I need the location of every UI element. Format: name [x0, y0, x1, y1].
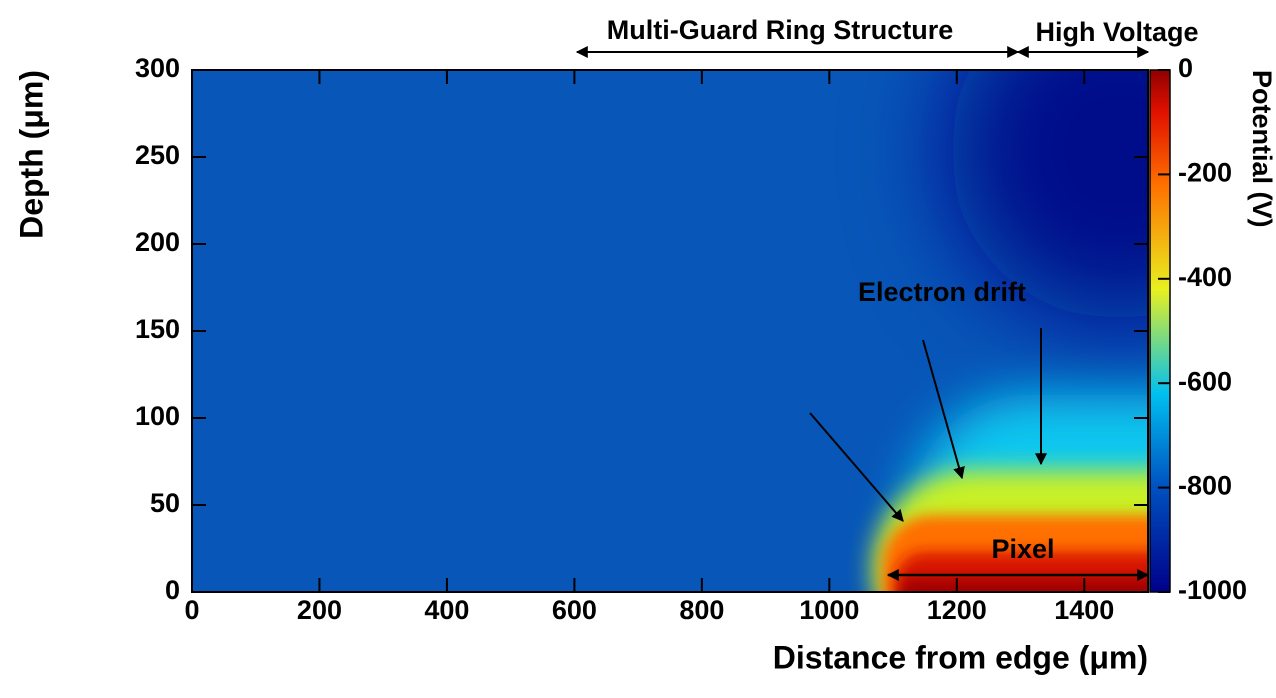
- annotation: Pixel: [991, 534, 1054, 564]
- colorbar-label: Potential (V): [1247, 70, 1276, 228]
- colorbar-tick-label: -800: [1178, 471, 1232, 501]
- x-axis-label: Distance from edge (μm): [773, 639, 1148, 675]
- y-tick-label: 50: [150, 488, 180, 518]
- colorbar-tick-label: -200: [1178, 158, 1232, 188]
- drift-arrow: [922, 339, 965, 480]
- colorbar-tick-label: -600: [1178, 366, 1232, 396]
- y-tick-label: 100: [135, 401, 180, 431]
- x-tick-label: 800: [679, 595, 724, 625]
- x-tick-label: 1200: [927, 595, 987, 625]
- y-axis-label: Depth (μm): [13, 70, 49, 239]
- colorbar-tick-label: 0: [1178, 53, 1193, 83]
- y-tick-label: 0: [165, 575, 180, 605]
- colorbar-tick-label: -400: [1178, 262, 1232, 292]
- annotation: Electron drift: [858, 277, 1026, 307]
- x-tick-label: 0: [184, 595, 199, 625]
- y-tick-label: 300: [135, 53, 180, 83]
- annotation: Multi-Guard Ring Structure: [607, 15, 954, 45]
- y-tick-label: 250: [135, 140, 180, 170]
- x-tick-label: 1400: [1054, 595, 1114, 625]
- potential-map: [192, 70, 1148, 592]
- y-tick-label: 150: [135, 314, 180, 344]
- colorbar-tick-label: -1000: [1178, 575, 1247, 605]
- annotation: High Voltage: [1035, 17, 1198, 47]
- x-tick-label: 1000: [799, 595, 859, 625]
- drift-arrow: [809, 412, 904, 522]
- y-tick-label: 200: [135, 227, 180, 257]
- colorbar: [1149, 69, 1171, 593]
- x-tick-label: 200: [297, 595, 342, 625]
- x-tick-label: 400: [424, 595, 469, 625]
- x-tick-label: 600: [552, 595, 597, 625]
